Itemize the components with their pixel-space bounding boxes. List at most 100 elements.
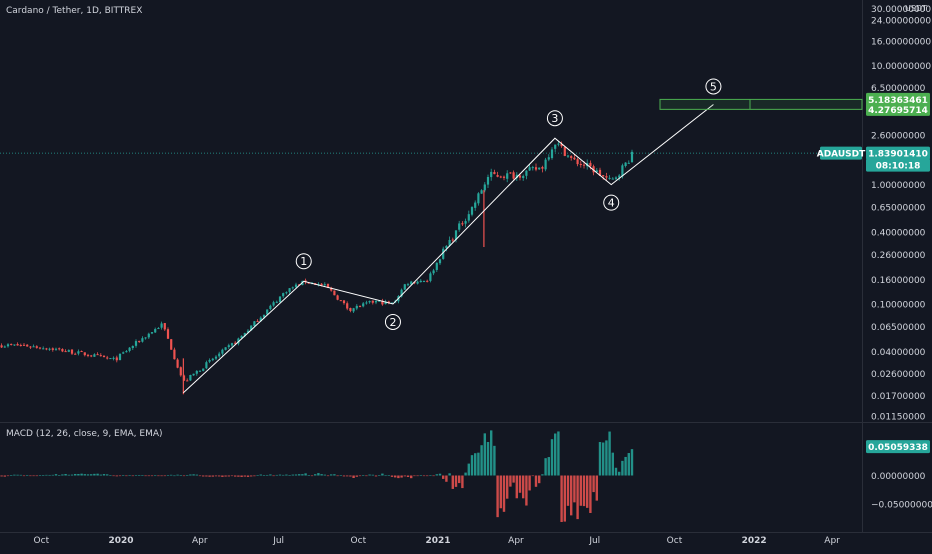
- wave-label-circle: [295, 253, 312, 270]
- target-low-label: 4.27695714: [868, 106, 928, 116]
- candle-body: [605, 176, 608, 178]
- macd-bar: [186, 475, 189, 476]
- wave-label: 1: [300, 255, 307, 268]
- candle-body: [291, 287, 294, 289]
- candle-body: [384, 301, 387, 305]
- macd-bar: [448, 473, 451, 476]
- candle-body: [278, 296, 282, 303]
- macd-bar: [176, 474, 179, 476]
- macd-bar: [515, 475, 518, 499]
- candle-body: [6, 344, 10, 347]
- price-axis-tick: 16.00000000: [871, 38, 931, 48]
- macd-bar: [218, 475, 221, 477]
- macd-axis-tick: −0.05000000: [871, 501, 932, 511]
- price-axis-tick: 0.40000000: [871, 229, 926, 239]
- time-axis-label: Oct: [667, 536, 683, 546]
- candle-body: [179, 367, 182, 376]
- macd-bar: [365, 475, 368, 477]
- macd-bar: [74, 473, 77, 476]
- candle-body: [112, 357, 115, 359]
- macd-bar: [77, 473, 80, 476]
- candle-body: [272, 302, 275, 306]
- macd-bar: [64, 473, 67, 476]
- macd-bar: [166, 475, 170, 476]
- candle-body: [77, 351, 80, 354]
- candle-body: [26, 344, 29, 347]
- candle-body: [218, 353, 221, 357]
- candle-body: [256, 321, 259, 323]
- macd-bar: [333, 474, 336, 476]
- macd-bar: [32, 475, 35, 477]
- wave-label-circle: [384, 313, 401, 330]
- candle-body: [131, 345, 134, 349]
- candle-body: [38, 347, 42, 349]
- candle-body: [109, 358, 112, 360]
- grid-layer: [0, 0, 932, 533]
- candle-body: [250, 325, 253, 331]
- candle-body: [240, 335, 243, 339]
- candle-body: [406, 284, 410, 286]
- candle-body: [307, 282, 310, 284]
- candle-body: [16, 344, 19, 346]
- candle-body: [326, 283, 330, 288]
- candle-body: [45, 348, 48, 350]
- candle-body: [10, 343, 13, 345]
- price-axis-tick: 10.00000000: [871, 62, 931, 72]
- price-axis-tick: 6.50000000: [871, 84, 926, 94]
- macd-bar: [13, 474, 16, 476]
- candle-body: [541, 167, 544, 169]
- macd-bar: [243, 475, 246, 477]
- candle-body: [61, 348, 64, 352]
- macd-bar: [589, 475, 592, 513]
- macd-bar: [179, 475, 182, 476]
- macd-bar: [214, 475, 218, 477]
- macd-bar: [122, 475, 125, 476]
- candle-body: [630, 151, 634, 163]
- candle-body: [208, 359, 211, 362]
- elliott-wave-layer[interactable]: 1 2 3 4 5: [183, 78, 863, 394]
- wave-label: 4: [608, 197, 615, 210]
- candle-body: [451, 239, 454, 241]
- macd-bar: [262, 475, 266, 476]
- macd-bar: [426, 475, 429, 477]
- macd-bar: [570, 475, 573, 516]
- time-axis-label: 2020: [108, 536, 133, 546]
- macd-bar: [237, 475, 240, 477]
- macd-bar: [266, 474, 269, 476]
- macd-bar: [253, 475, 256, 477]
- macd-bar: [525, 475, 528, 506]
- target-zone[interactable]: [659, 98, 863, 110]
- macd-bar: [352, 475, 355, 478]
- macd-bar: [278, 474, 282, 476]
- macd-bar: [141, 475, 144, 476]
- macd-bar: [381, 473, 384, 476]
- candle-body: [410, 281, 413, 285]
- macd-bar: [157, 475, 160, 477]
- candle-body: [230, 343, 234, 346]
- target-high-label-bg: [866, 92, 930, 106]
- macd-bar: [93, 473, 96, 476]
- candle-body: [32, 346, 35, 348]
- macd-bar: [605, 440, 608, 476]
- macd-bar: [58, 475, 61, 476]
- candle-body: [573, 157, 576, 160]
- price-axis-tick: 0.26000000: [871, 251, 926, 261]
- candle-body: [125, 351, 128, 353]
- time-axis-label: Jul: [588, 536, 600, 546]
- macd-bar: [477, 452, 480, 476]
- time-axis-label: Oct: [351, 536, 367, 546]
- macd-bar: [70, 474, 74, 476]
- macd-bar: [182, 475, 186, 477]
- candle-body: [442, 248, 445, 259]
- time-axis-label: 2021: [425, 536, 450, 546]
- candle-body: [467, 214, 470, 221]
- elliott-wave-line[interactable]: [183, 104, 714, 394]
- candle-body: [445, 245, 448, 249]
- macd-bar: [323, 474, 326, 476]
- macd-bar: [509, 475, 512, 487]
- macd-bar: [3, 475, 6, 477]
- candle-body: [224, 347, 227, 350]
- macd-bar: [26, 475, 29, 476]
